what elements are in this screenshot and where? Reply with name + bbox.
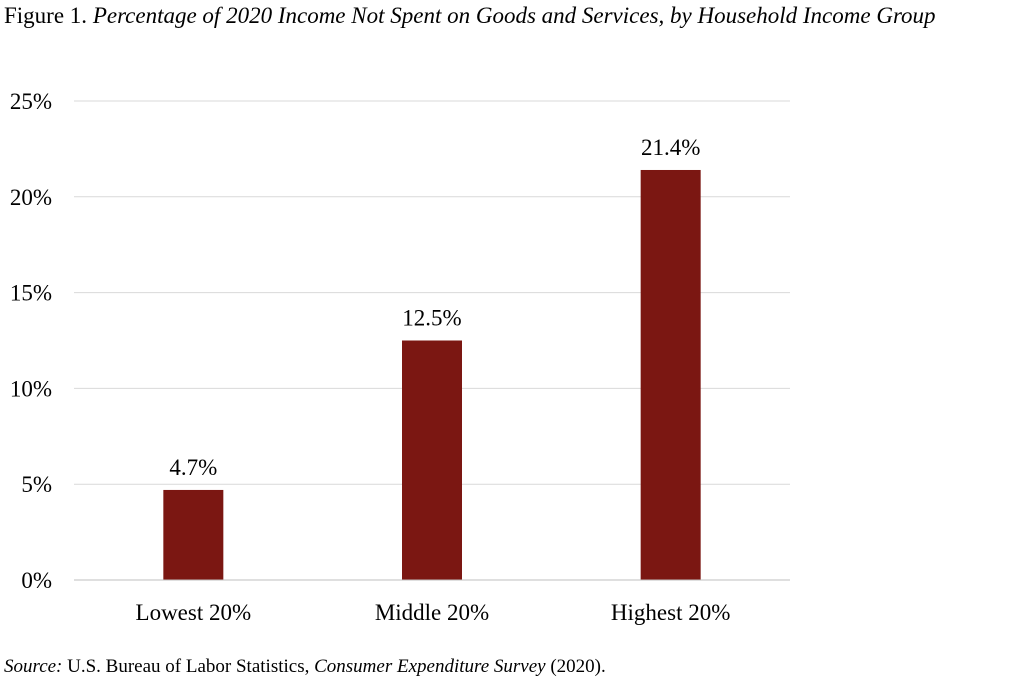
- y-tick-label: 0%: [21, 568, 52, 593]
- x-category-label: Middle 20%: [375, 600, 489, 625]
- figure-label: Figure 1.: [4, 3, 88, 28]
- source-note: Source: U.S. Bureau of Labor Statistics,…: [4, 655, 606, 679]
- bar: [402, 340, 462, 580]
- x-category-label: Highest 20%: [611, 600, 730, 625]
- y-tick-label: 15%: [10, 281, 52, 306]
- y-tick-label: 25%: [10, 89, 52, 114]
- data-labels: 4.7% 12.5% 21.4%: [169, 135, 700, 480]
- bar: [163, 489, 224, 580]
- bars: [163, 169, 701, 580]
- source-survey: Consumer Expenditure Survey: [314, 656, 546, 677]
- y-axis-ticks: 0% 5% 10% 15% 20% 25%: [10, 89, 52, 593]
- y-tick-label: 20%: [10, 185, 52, 210]
- source-label: Source:: [4, 656, 63, 677]
- data-label: 21.4%: [641, 135, 700, 160]
- y-tick-label: 5%: [21, 472, 52, 497]
- source-org: U.S. Bureau of Labor Statistics,: [67, 656, 310, 677]
- figure-title-text: Percentage of 2020 Income Not Spent on G…: [92, 3, 936, 28]
- data-label: 12.5%: [402, 306, 461, 331]
- y-tick-label: 10%: [10, 376, 52, 401]
- source-year: (2020).: [550, 656, 606, 677]
- x-category-label: Lowest 20%: [136, 600, 252, 625]
- bar: [640, 169, 701, 580]
- x-axis-categories: Lowest 20% Middle 20% Highest 20%: [136, 600, 731, 625]
- figure-title: Figure 1. Percentage of 2020 Income Not …: [4, 0, 1014, 31]
- data-label: 4.7%: [169, 455, 217, 480]
